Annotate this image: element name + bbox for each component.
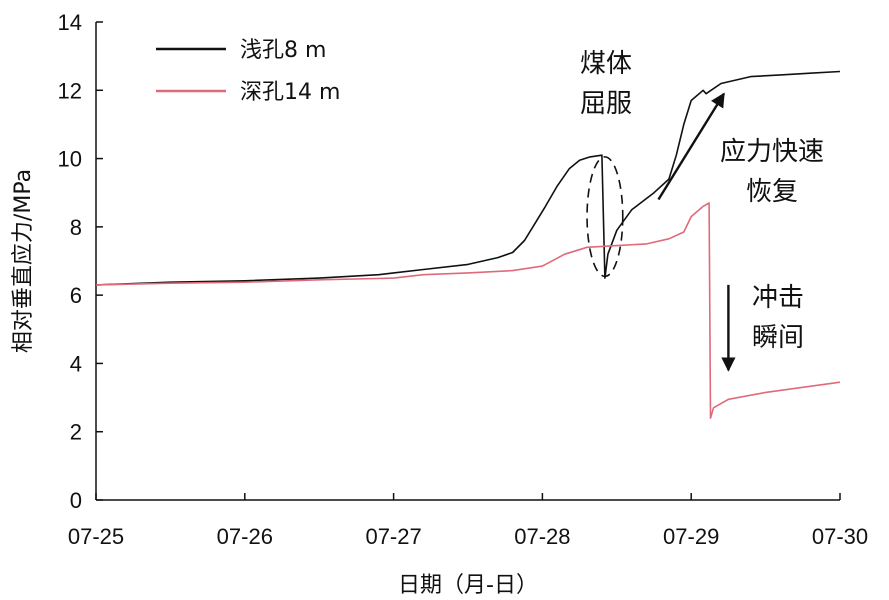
y-axis-title: 相对垂直应力/MPa [11, 169, 36, 353]
y-tick-label: 0 [70, 488, 82, 513]
x-axis-title: 日期（月-日） [398, 573, 538, 598]
annotation-coal-yield-text: 煤体 [580, 49, 632, 79]
x-tick-label: 07-25 [68, 524, 124, 549]
x-tick-label: 07-30 [812, 524, 868, 549]
x-tick-label: 07-28 [514, 524, 570, 549]
x-tick-label: 07-29 [663, 524, 719, 549]
stress-recovery-arrow [657, 92, 725, 201]
x-tick-label: 07-27 [365, 524, 421, 549]
y-tick-label: 8 [70, 215, 82, 240]
y-tick-label: 10 [58, 147, 82, 172]
annotation-impact-text: 冲击 [752, 283, 804, 313]
annotation-impact-text: 瞬间 [752, 323, 804, 353]
annotation-coal-yield-text: 屈服 [580, 89, 632, 119]
yield-ellipse [586, 156, 624, 278]
y-tick-label: 6 [70, 283, 82, 308]
series-line-deep-hole [95, 202, 841, 419]
legend-label: 浅孔8 m [240, 38, 326, 63]
axes: 0 2 4 6 8 10 12 14 07-25 07-26 07-27 07-28 07-29 07-3… [11, 10, 868, 598]
y-tick-label: 14 [58, 10, 82, 35]
y-tick-label: 2 [70, 420, 82, 445]
legend-label: 深孔14 m [240, 80, 340, 105]
annotation-stress-recovery-text: 应力快速 [720, 137, 824, 167]
x-tick-label: 07-26 [217, 524, 273, 549]
series-group [95, 70, 841, 419]
legend: 浅孔8 m 深孔14 m [156, 38, 340, 105]
y-tick-label: 4 [70, 351, 82, 376]
series-line-shallow-hole [95, 70, 841, 286]
annotation-stress-recovery-text: 恢复 [746, 177, 798, 207]
y-tick-label: 12 [58, 78, 82, 103]
